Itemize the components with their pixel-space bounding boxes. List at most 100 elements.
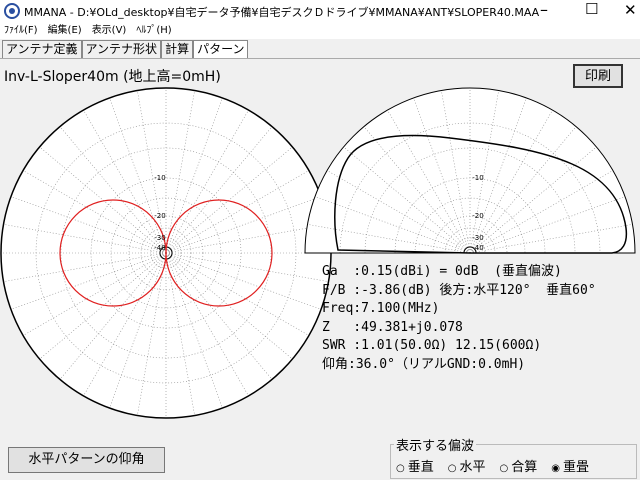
minimize-button[interactable]: – — [540, 0, 548, 19]
ring-label: -20 — [154, 212, 165, 220]
menu-item[interactable]: 表示(V) — [91, 25, 127, 36]
menu-item[interactable]: ﾌｧｲﾙ(F) — [4, 25, 38, 36]
result-line: F/B :-3.86(dB) 後方:水平120° 垂直60° — [322, 282, 596, 298]
spoke — [469, 90, 499, 254]
radio-dot: ◉ — [551, 463, 560, 474]
tab[interactable]: アンテナ形状 — [81, 40, 162, 58]
spoke — [165, 97, 223, 254]
pattern-plots: -10 -20 -30 -40 -10 -20 -30 -40 — [0, 87, 636, 419]
result-line: SWR :1.01(50.0Ω) 12.15(600Ω) — [322, 338, 542, 353]
spoke — [39, 146, 167, 254]
spoke — [307, 224, 471, 254]
menu-item[interactable]: 編集(E) — [47, 25, 82, 36]
spoke — [165, 252, 223, 409]
tab-strip: アンテナ定義 アンテナ形状 計算 パターン — [2, 40, 249, 58]
spoke — [469, 146, 597, 254]
tab[interactable]: 計算 — [161, 40, 194, 58]
tab[interactable]: アンテナ定義 — [2, 40, 82, 58]
elevation-button[interactable]: 水平パターンの仰角 — [8, 447, 165, 473]
polarization-options: ○ 垂直 ○ 水平 ○ 合算 ◉ 重畳 — [396, 456, 603, 475]
spoke — [165, 90, 195, 254]
result-line: Ga :0.15(dBi) = 0dB (垂直偏波) — [322, 264, 562, 279]
spoke — [165, 126, 273, 254]
spoke — [469, 126, 577, 254]
spoke — [137, 90, 167, 254]
radio-option[interactable]: ○ 垂直 — [396, 456, 434, 475]
grid-ring — [35, 122, 297, 384]
ring-label: -40 — [472, 244, 483, 252]
spoke — [3, 252, 167, 282]
ring-label: -10 — [154, 174, 165, 182]
grid-ring — [444, 227, 496, 254]
radio-option[interactable]: ○ 水平 — [448, 456, 486, 475]
spoke — [22, 252, 167, 336]
grid-ring — [414, 197, 526, 254]
radio-dot: ○ — [396, 463, 405, 474]
spoke — [165, 224, 329, 254]
result-line: 仰角:36.0°（リアルGND:0.0mH) — [322, 356, 526, 372]
spoke — [83, 252, 167, 397]
spoke — [165, 252, 322, 310]
radio-dot: ○ — [499, 463, 509, 474]
ring-label: -20 — [472, 212, 483, 220]
tab-divider — [0, 58, 640, 59]
close-button[interactable]: ✕ — [624, 1, 637, 19]
spoke — [83, 109, 167, 254]
spoke — [469, 196, 626, 254]
polarization-group — [390, 444, 637, 479]
radio-option[interactable]: ○ 合算 — [500, 456, 538, 475]
ring-label: -40 — [154, 244, 165, 252]
tab[interactable]: パターン — [193, 40, 249, 58]
spoke — [343, 146, 471, 254]
spoke — [469, 224, 633, 254]
spoke — [413, 97, 471, 254]
spoke — [387, 109, 471, 254]
grid-ring — [394, 177, 546, 254]
spoke — [59, 126, 167, 254]
grid-ring — [128, 215, 204, 291]
spoke — [363, 126, 471, 254]
radio-label: 合算 — [511, 460, 538, 475]
spoke — [165, 146, 293, 254]
spoke — [314, 196, 471, 254]
spoke — [165, 196, 322, 254]
vertical-pattern: -10 -20 -30 -40 — [304, 87, 636, 254]
grid-ring — [339, 122, 601, 254]
spoke — [3, 224, 167, 254]
spoke — [165, 252, 273, 380]
spoke — [469, 97, 527, 254]
title-bar: MMANA - D:¥OLd_desktop¥自宅データ予備¥自宅デスクＤドライ… — [0, 0, 640, 22]
pattern-lobe — [165, 199, 273, 307]
grid-ring — [150, 237, 182, 269]
grid-ring — [110, 197, 222, 309]
spoke — [10, 252, 167, 310]
spoke — [165, 109, 249, 254]
pattern-curve — [334, 134, 628, 254]
spoke — [469, 170, 614, 254]
spoke — [109, 252, 167, 409]
window-title: MMANA - D:¥OLd_desktop¥自宅データ予備¥自宅デスクＤドライ… — [24, 6, 540, 19]
menu-item[interactable]: ﾍﾙﾌﾟ(H) — [136, 25, 172, 36]
spoke — [10, 196, 167, 254]
radio-dot: ○ — [447, 463, 457, 474]
center-ring — [463, 246, 477, 254]
spoke — [109, 97, 167, 254]
ring-label: -30 — [472, 234, 483, 242]
spoke — [59, 252, 167, 380]
ring-label: -30 — [154, 234, 165, 242]
spoke — [441, 90, 471, 254]
spoke — [469, 109, 553, 254]
spoke — [39, 252, 167, 360]
spoke — [165, 170, 310, 254]
outer-ring — [304, 87, 636, 254]
radio-option[interactable]: ◉ 重畳 — [551, 456, 589, 475]
spoke — [137, 252, 167, 416]
radio-label: 垂直 — [407, 460, 434, 475]
ring-label: -10 — [472, 174, 483, 182]
spoke — [326, 170, 471, 254]
print-button[interactable]: 印刷 — [573, 64, 623, 88]
horizontal-pattern: -10 -20 -30 -40 — [0, 87, 332, 419]
grid-ring — [90, 177, 242, 329]
maximize-button[interactable]: ☐ — [585, 0, 599, 18]
